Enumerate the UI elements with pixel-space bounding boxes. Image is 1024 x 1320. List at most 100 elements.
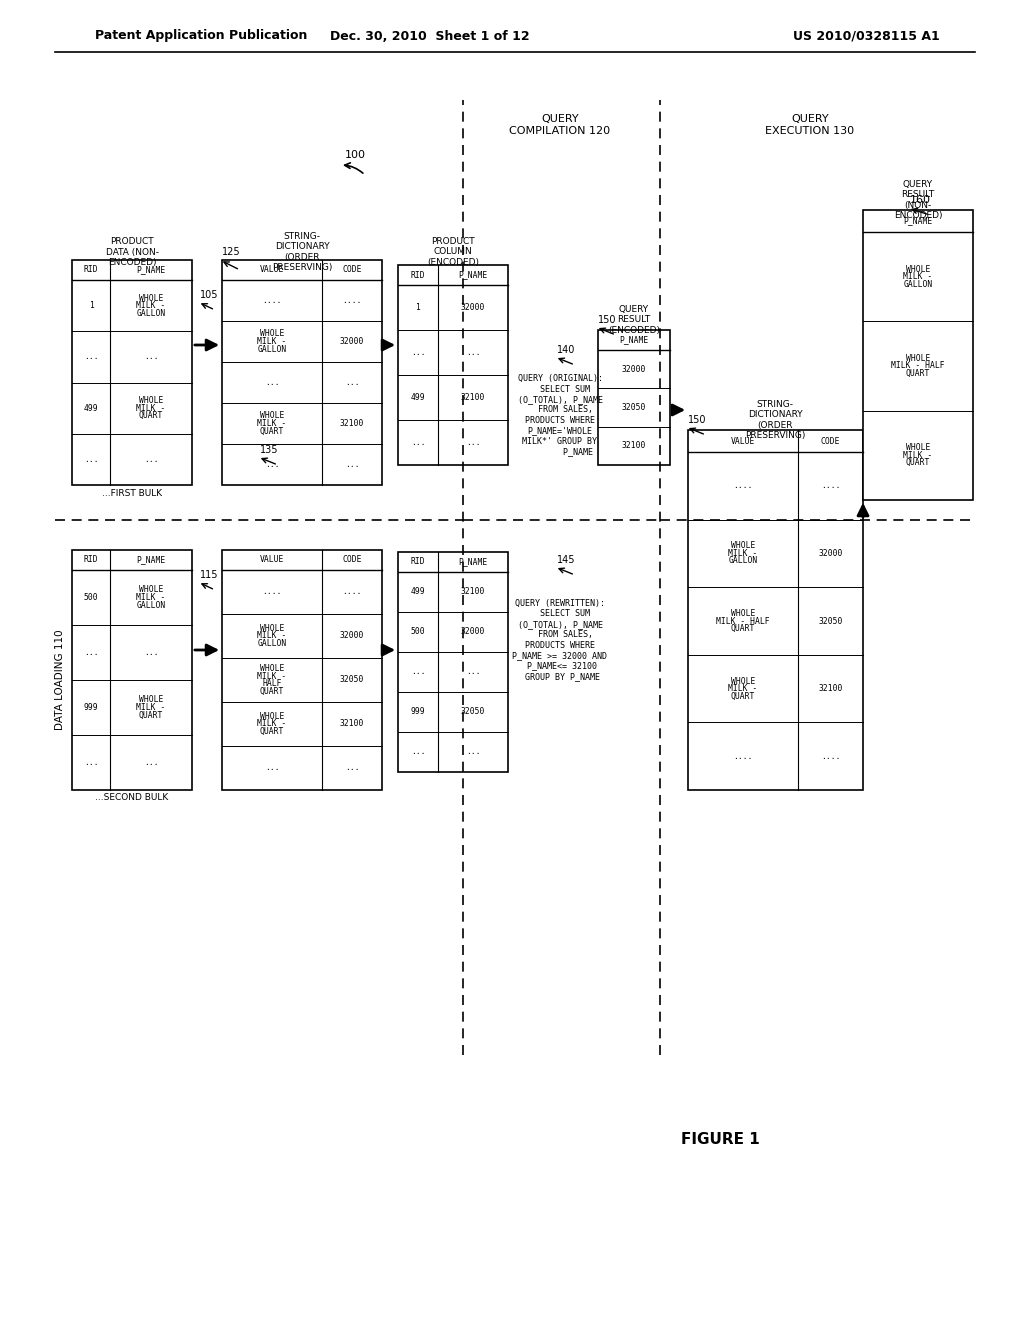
Text: GALLON: GALLON xyxy=(903,280,933,289)
Text: 32100: 32100 xyxy=(461,393,485,403)
Text: ...: ... xyxy=(84,352,98,362)
Text: ....: .... xyxy=(262,587,282,597)
Text: ...: ... xyxy=(466,438,480,447)
Bar xyxy=(598,330,670,465)
Text: ...: ... xyxy=(264,763,280,772)
Text: 1: 1 xyxy=(416,304,421,312)
Text: 140: 140 xyxy=(557,345,575,355)
Text: WHOLE: WHOLE xyxy=(260,664,285,673)
Text: MILK -: MILK - xyxy=(903,272,933,281)
Text: ...: ... xyxy=(466,668,480,676)
Text: PRODUCT
COLUMN
(ENCODED): PRODUCT COLUMN (ENCODED) xyxy=(427,238,479,267)
Text: STRING-
DICTIONARY
(ORDER
PRESERVING): STRING- DICTIONARY (ORDER PRESERVING) xyxy=(271,232,332,272)
Text: ...: ... xyxy=(84,648,98,657)
Text: RID: RID xyxy=(411,271,425,280)
Bar xyxy=(72,550,193,789)
Text: WHOLE: WHOLE xyxy=(260,412,285,421)
Text: ....: .... xyxy=(733,751,753,760)
Text: GALLON: GALLON xyxy=(257,345,287,354)
Text: QUART: QUART xyxy=(260,686,285,696)
Text: ...: ... xyxy=(411,668,425,676)
Text: WHOLE: WHOLE xyxy=(260,624,285,634)
Text: QUERY
COMPILATION 120: QUERY COMPILATION 120 xyxy=(509,115,610,136)
Text: WHOLE: WHOLE xyxy=(731,677,755,685)
Text: 32100: 32100 xyxy=(622,441,646,450)
Text: ...: ... xyxy=(143,648,159,657)
Text: WHOLE: WHOLE xyxy=(731,541,755,550)
Text: ...: ... xyxy=(345,459,359,469)
Text: P_NAME: P_NAME xyxy=(136,556,166,565)
Text: 100: 100 xyxy=(345,150,366,160)
Text: P_NAME: P_NAME xyxy=(620,335,648,345)
Text: WHOLE: WHOLE xyxy=(139,586,163,594)
Text: MILK -: MILK - xyxy=(728,549,758,558)
Text: 105: 105 xyxy=(200,290,218,300)
Text: QUERY
EXECUTION 130: QUERY EXECUTION 130 xyxy=(765,115,855,136)
Text: ....: .... xyxy=(821,482,841,490)
Text: 32100: 32100 xyxy=(818,684,843,693)
Text: QUART: QUART xyxy=(731,692,755,701)
Text: 125: 125 xyxy=(222,247,241,257)
Text: WHOLE: WHOLE xyxy=(906,354,930,363)
Text: US 2010/0328115 A1: US 2010/0328115 A1 xyxy=(794,29,940,42)
Text: 145: 145 xyxy=(557,554,575,565)
Text: ...: ... xyxy=(143,352,159,362)
Text: VALUE: VALUE xyxy=(260,556,285,565)
Text: MILK - HALF: MILK - HALF xyxy=(716,616,770,626)
Text: 32000: 32000 xyxy=(818,549,843,558)
Text: MILK -: MILK - xyxy=(257,672,287,681)
Text: CODE: CODE xyxy=(821,437,841,446)
Text: QUART: QUART xyxy=(139,710,163,719)
Text: QUERY (ORIGINAL):
  SELECT SUM
(O_TOTAL), P_NAME
  FROM SALES,
PRODUCTS WHERE
P_: QUERY (ORIGINAL): SELECT SUM (O_TOTAL), … xyxy=(517,374,602,455)
Text: ....: .... xyxy=(821,751,841,760)
Text: QUART: QUART xyxy=(906,370,930,378)
Text: QUERY
RESULT
(NON-
ENCODED): QUERY RESULT (NON- ENCODED) xyxy=(894,180,942,220)
Text: P_NAME: P_NAME xyxy=(903,216,933,226)
Text: VALUE: VALUE xyxy=(260,265,285,275)
Text: ...: ... xyxy=(84,758,98,767)
Bar xyxy=(398,552,508,772)
Text: WHOLE: WHOLE xyxy=(139,696,163,705)
Text: WHOLE: WHOLE xyxy=(139,293,163,302)
Text: 115: 115 xyxy=(200,570,218,579)
Bar xyxy=(222,260,382,484)
Bar xyxy=(688,430,863,789)
Text: MILK -: MILK - xyxy=(257,719,287,729)
Text: 1: 1 xyxy=(88,301,93,310)
Bar xyxy=(222,550,382,789)
Text: QUART: QUART xyxy=(260,426,285,436)
Text: QUART: QUART xyxy=(906,458,930,467)
Text: MILK - HALF: MILK - HALF xyxy=(891,362,945,371)
Text: WHOLE: WHOLE xyxy=(139,396,163,405)
Text: STRING-
DICTIONARY
(ORDER
PRESERVING): STRING- DICTIONARY (ORDER PRESERVING) xyxy=(744,400,805,440)
Text: WHOLE: WHOLE xyxy=(906,265,930,273)
Text: P_NAME: P_NAME xyxy=(459,557,487,566)
Bar xyxy=(398,265,508,465)
Bar xyxy=(72,260,193,484)
Text: RID: RID xyxy=(411,557,425,566)
Text: MILK -: MILK - xyxy=(728,684,758,693)
Text: ....: .... xyxy=(342,296,361,305)
Text: 32050: 32050 xyxy=(461,708,485,717)
Text: 999: 999 xyxy=(84,704,98,711)
Text: GALLON: GALLON xyxy=(257,639,287,648)
Bar xyxy=(863,210,973,500)
Text: MILK -: MILK - xyxy=(136,404,166,413)
Text: DATA LOADING 110: DATA LOADING 110 xyxy=(55,630,65,730)
Text: 500: 500 xyxy=(411,627,425,636)
Text: QUART: QUART xyxy=(731,624,755,634)
Text: 150: 150 xyxy=(688,414,707,425)
Text: 32000: 32000 xyxy=(622,364,646,374)
Text: ...: ... xyxy=(84,455,98,463)
Text: MILK -: MILK - xyxy=(136,593,166,602)
Text: ...: ... xyxy=(466,747,480,756)
Text: 32100: 32100 xyxy=(340,418,365,428)
Text: Dec. 30, 2010  Sheet 1 of 12: Dec. 30, 2010 Sheet 1 of 12 xyxy=(330,29,529,42)
Text: ...: ... xyxy=(411,348,425,356)
Text: QUERY (REWRITTEN):
  SELECT SUM
(O_TOTAL), P_NAME
  FROM SALES,
PRODUCTS WHERE
P: QUERY (REWRITTEN): SELECT SUM (O_TOTAL),… xyxy=(512,599,607,681)
Text: ...: ... xyxy=(264,459,280,469)
Text: RID: RID xyxy=(84,556,98,565)
Text: 32100: 32100 xyxy=(340,719,365,729)
Text: MILK -: MILK - xyxy=(257,337,287,346)
Text: P_NAME: P_NAME xyxy=(136,265,166,275)
